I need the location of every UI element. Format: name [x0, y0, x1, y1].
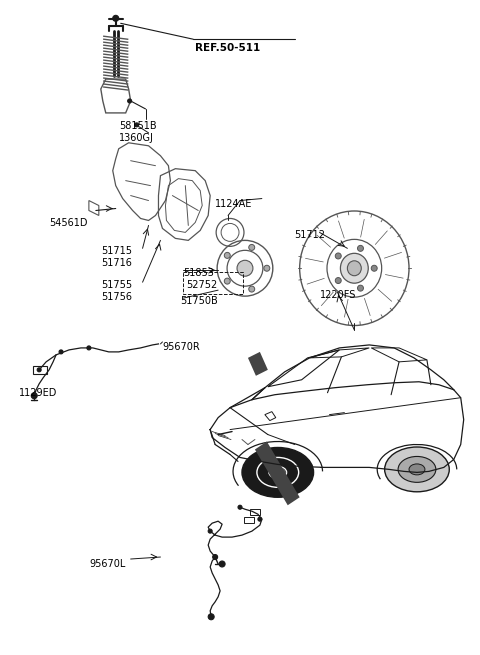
Ellipse shape	[384, 447, 449, 492]
Text: 95670L: 95670L	[89, 559, 125, 569]
Bar	[250, 509, 260, 515]
Text: 1129ED: 1129ED	[19, 388, 58, 398]
Text: 1220FS: 1220FS	[320, 290, 356, 300]
Circle shape	[371, 265, 377, 271]
Text: 51716: 51716	[101, 258, 132, 269]
Circle shape	[213, 555, 217, 559]
Text: 51756: 51756	[101, 292, 132, 302]
Text: 52752: 52752	[186, 280, 217, 290]
Text: 54561D: 54561D	[49, 219, 88, 229]
Ellipse shape	[269, 466, 287, 478]
Text: 51755: 51755	[101, 280, 132, 290]
Circle shape	[113, 15, 119, 22]
Circle shape	[128, 99, 132, 103]
Text: 51715: 51715	[101, 246, 132, 256]
Bar	[33, 366, 47, 374]
Bar	[244, 517, 254, 523]
Circle shape	[208, 614, 214, 620]
Text: REF.50-511: REF.50-511	[195, 43, 261, 53]
Text: 1124AE: 1124AE	[215, 198, 252, 208]
Circle shape	[264, 265, 270, 271]
Ellipse shape	[409, 464, 425, 475]
Circle shape	[224, 278, 230, 284]
Polygon shape	[255, 441, 300, 505]
Text: 51853: 51853	[183, 269, 214, 278]
Circle shape	[224, 252, 230, 258]
Bar	[183, 272, 243, 294]
Text: 58151B: 58151B	[119, 121, 156, 131]
Ellipse shape	[398, 457, 436, 482]
Circle shape	[31, 393, 37, 399]
Circle shape	[258, 517, 262, 521]
Circle shape	[335, 253, 341, 259]
Circle shape	[238, 505, 242, 509]
Circle shape	[208, 529, 212, 533]
Ellipse shape	[348, 261, 361, 276]
Circle shape	[59, 350, 63, 354]
Polygon shape	[248, 352, 268, 376]
Text: 1360GJ: 1360GJ	[119, 133, 154, 143]
Circle shape	[358, 246, 363, 252]
Ellipse shape	[257, 457, 299, 487]
Circle shape	[237, 260, 253, 276]
Circle shape	[249, 244, 255, 250]
Circle shape	[249, 286, 255, 292]
Circle shape	[335, 278, 341, 284]
Circle shape	[358, 285, 363, 291]
Text: 51712: 51712	[295, 231, 326, 240]
Circle shape	[37, 368, 41, 372]
Circle shape	[134, 123, 139, 127]
Ellipse shape	[242, 447, 313, 497]
Text: 95670R: 95670R	[162, 342, 200, 352]
Circle shape	[87, 346, 91, 350]
Circle shape	[219, 561, 225, 567]
Text: 51750B: 51750B	[180, 296, 218, 306]
Ellipse shape	[340, 253, 368, 283]
